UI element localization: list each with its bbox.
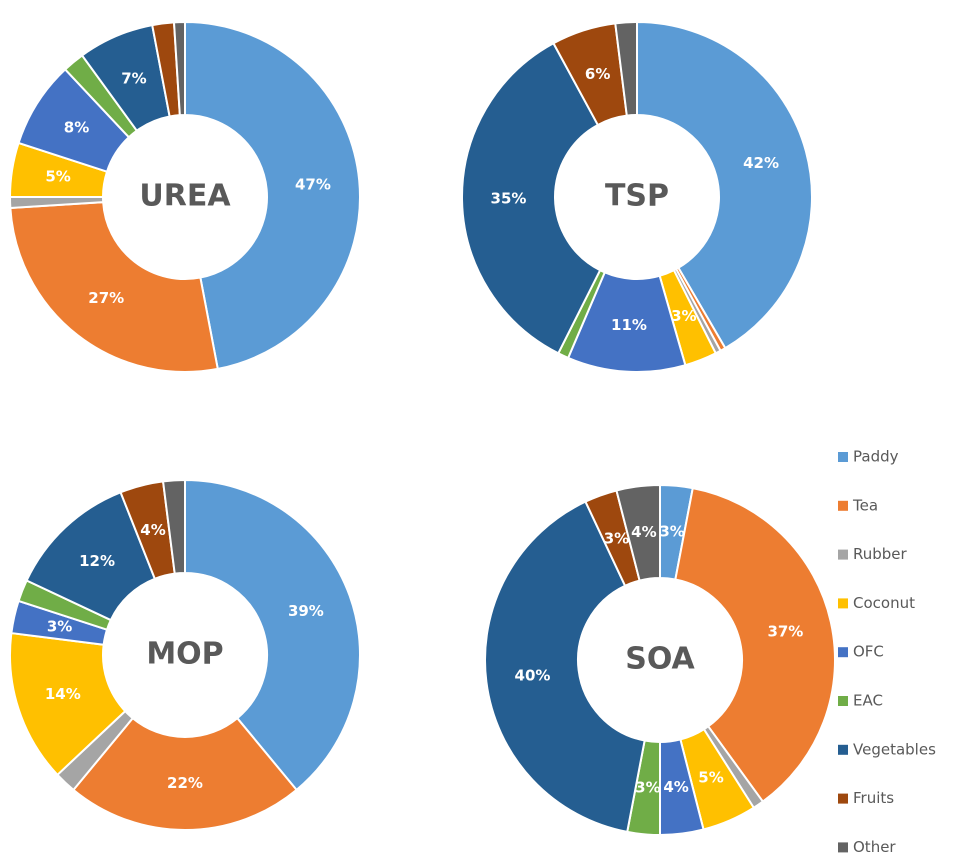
donut-segment — [172, 20, 186, 117]
donut-segment — [184, 478, 361, 792]
data-label: 42% — [743, 154, 779, 172]
data-label: 47% — [295, 175, 331, 193]
legend-label: Rubber — [853, 545, 908, 563]
data-label: 5% — [698, 768, 723, 786]
data-label: 3% — [671, 307, 696, 325]
data-label: 37% — [767, 622, 803, 640]
data-label: 4% — [140, 521, 165, 539]
data-label: 22% — [167, 774, 203, 792]
donut-segment — [636, 20, 813, 350]
data-label: 7% — [121, 70, 146, 88]
legend-swatch — [838, 793, 848, 804]
data-label: 12% — [79, 552, 115, 570]
donut-segment — [484, 500, 646, 834]
data-label: 5% — [45, 167, 70, 185]
chart-title: UREA — [139, 179, 231, 214]
data-label: 3% — [659, 523, 684, 541]
chart-title: TSP — [605, 179, 669, 214]
data-label: 4% — [631, 523, 656, 541]
donut-segment — [184, 20, 361, 371]
data-label: 11% — [611, 316, 647, 334]
legend-swatch — [838, 549, 848, 560]
chart-title: SOA — [625, 642, 695, 677]
data-label: 6% — [585, 65, 610, 83]
donut-segment — [674, 486, 836, 803]
donut-segment — [9, 201, 219, 373]
legend-label: Coconut — [853, 594, 915, 612]
donut-segment — [461, 41, 602, 355]
data-label: 35% — [491, 189, 527, 207]
donut-segment — [161, 478, 186, 575]
legend-swatch — [838, 500, 848, 511]
legend-label: Vegetables — [853, 740, 936, 758]
donut-segment — [615, 483, 661, 582]
legend-swatch — [838, 744, 848, 755]
legend-label: EAC — [853, 692, 883, 710]
donut-segment — [614, 20, 638, 117]
data-label: 8% — [64, 119, 89, 137]
data-label: 3% — [604, 530, 629, 548]
donut-segment — [72, 716, 298, 831]
data-label: 3% — [635, 778, 660, 796]
legend-label: Paddy — [853, 448, 899, 466]
legend-label: Tea — [852, 496, 878, 514]
legend-swatch — [838, 696, 848, 706]
data-label: 4% — [663, 778, 688, 796]
legend-label: OFC — [853, 643, 884, 661]
legend-swatch — [838, 598, 848, 609]
legend-swatch — [838, 842, 848, 853]
legend-swatch — [838, 647, 848, 658]
chart-title: MOP — [146, 637, 223, 672]
data-label: 39% — [288, 602, 324, 620]
legend-label: Other — [853, 838, 896, 855]
data-label: 27% — [88, 289, 124, 307]
data-label: 3% — [47, 617, 72, 635]
data-label: 40% — [515, 667, 551, 685]
legend-label: Fruits — [853, 789, 894, 807]
legend-swatch — [838, 452, 848, 462]
data-label: 14% — [45, 685, 81, 703]
